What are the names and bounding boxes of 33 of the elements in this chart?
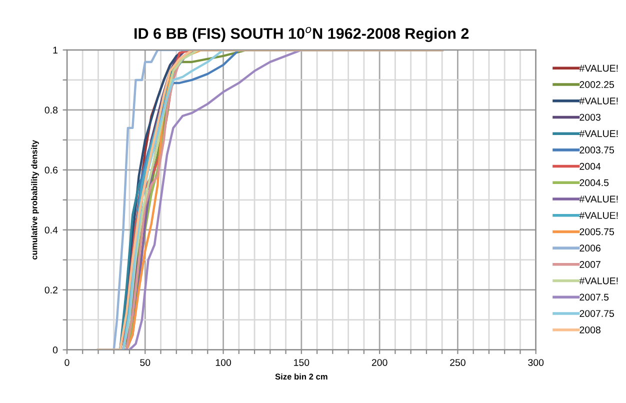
x-axis-title: Size bin 2 cm: [275, 373, 328, 380]
legend-label: #VALUE!: [579, 277, 618, 284]
x-tick-label: 200: [372, 359, 388, 366]
y-tick-label: 0.6: [44, 166, 58, 174]
legend-label: 2004: [580, 162, 601, 170]
y-tick-label: 0.8: [44, 106, 58, 114]
legend-label: #VALUE!: [579, 98, 618, 104]
legend-label: 2008: [580, 326, 600, 334]
y-tick-label: 0.4: [44, 226, 58, 234]
legend-label: 2006: [580, 244, 600, 252]
legend-label: #VALUE!: [579, 196, 618, 202]
x-tick-label: 50: [140, 359, 150, 366]
legend-label: 2007.75: [580, 310, 614, 317]
y-tick-label: 0.2: [44, 286, 58, 294]
y-tick-label: 1: [53, 46, 58, 54]
x-tick-label: 250: [450, 359, 466, 366]
x-tick-label: 300: [528, 359, 544, 366]
y-axis-title: cumulative probability density: [31, 140, 39, 260]
legend-label: 2003.75: [580, 146, 614, 154]
legend-label: 2005.75: [580, 228, 614, 236]
chart-title: ID 6 BB (FIS) SOUTH 10$^{o}$N 1962-2008 Region 2: [134, 26, 469, 42]
legend-label: 2003: [580, 114, 600, 121]
x-tick-label: 0: [64, 359, 70, 366]
legend-label: 2007.5: [580, 294, 609, 301]
x-tick-label: 100: [216, 359, 232, 366]
legend-label: #VALUE!: [579, 212, 618, 219]
x-tick-label: 150: [294, 359, 310, 366]
legend-label: 2004.5: [580, 179, 609, 186]
legend-label: #VALUE!: [579, 64, 618, 72]
legend-label: #VALUE!: [579, 130, 618, 138]
legend-label: 2002.25: [580, 81, 614, 88]
y-tick-label: 0: [52, 346, 58, 354]
legend-label: 2007: [580, 261, 600, 268]
